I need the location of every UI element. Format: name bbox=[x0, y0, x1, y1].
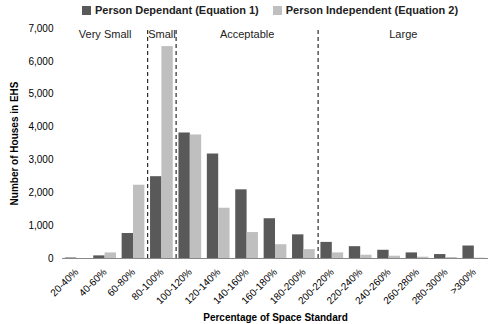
svg-text:4,000: 4,000 bbox=[28, 121, 53, 132]
html-text:Person Independent (Equation 2: Person Independent (Equation 2) bbox=[285, 4, 459, 16]
svg-text:Percentage of Space Standard: Percentage of Space Standard bbox=[203, 312, 348, 323]
svg-text:Large: Large bbox=[389, 28, 417, 40]
html-text:Person Dependant (Equation 1): Person Dependant (Equation 1) bbox=[94, 4, 259, 16]
svg-text:Acceptable: Acceptable bbox=[220, 28, 274, 40]
svg-text:7,000: 7,000 bbox=[28, 23, 53, 34]
svg-text:>300%: >300% bbox=[448, 266, 478, 296]
svg-text:Number of Houses in EHS: Number of Houses in EHS bbox=[9, 81, 20, 205]
svg-text:280-300%: 280-300% bbox=[410, 266, 450, 306]
svg-text:120-140%: 120-140% bbox=[182, 266, 223, 307]
svg-text:6,000: 6,000 bbox=[28, 56, 53, 67]
svg-text:220-240%: 220-240% bbox=[324, 266, 365, 307]
svg-text:240-260%: 240-260% bbox=[352, 266, 393, 307]
svg-text:140-160%: 140-160% bbox=[210, 266, 251, 307]
svg-text:5,000: 5,000 bbox=[28, 88, 53, 99]
svg-text:2,000: 2,000 bbox=[28, 187, 53, 198]
svg-text:80-100%: 80-100% bbox=[129, 266, 166, 303]
svg-text:60-80%: 60-80% bbox=[105, 266, 138, 299]
svg-text:Small: Small bbox=[148, 28, 176, 40]
svg-text:200-220%: 200-220% bbox=[296, 266, 336, 307]
svg-text:160-180%: 160-180% bbox=[239, 266, 280, 307]
svg-text:260-280%: 260-280% bbox=[381, 266, 422, 307]
svg-text:3,000: 3,000 bbox=[28, 154, 53, 165]
svg-text:20-40%: 20-40% bbox=[48, 266, 80, 298]
svg-text:0: 0 bbox=[48, 253, 54, 264]
svg-text:40-60%: 40-60% bbox=[77, 266, 109, 298]
svg-text:1,000: 1,000 bbox=[28, 220, 53, 231]
svg-text:Very Small: Very Small bbox=[79, 28, 132, 40]
svg-text:180-200%: 180-200% bbox=[267, 266, 308, 307]
svg-text:100-120%: 100-120% bbox=[154, 266, 194, 307]
